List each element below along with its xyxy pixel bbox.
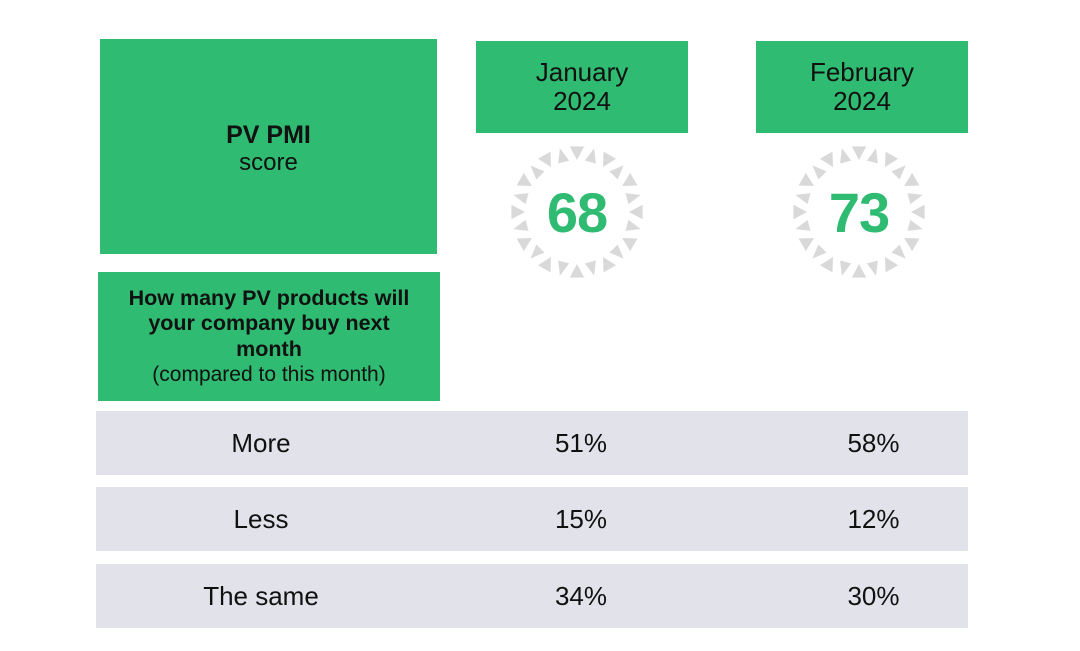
sunburst-ray [530, 244, 545, 259]
question-text: How many PV products will your company b… [128, 285, 410, 361]
row-label: Less [233, 503, 289, 534]
month-name: February [809, 57, 915, 87]
sunburst-ray [840, 260, 852, 276]
sunburst-ray [622, 172, 638, 186]
month-header-february: February 2024 [756, 41, 968, 133]
sunburst-ray [819, 151, 833, 167]
sunburst-ray [851, 146, 867, 160]
sunburst-ray [625, 219, 641, 231]
sunburst-ray [537, 257, 551, 273]
sunburst-ray [907, 193, 923, 205]
sunburst-ray [584, 260, 596, 276]
sunburst-ray [795, 219, 811, 231]
value-january: 34% [554, 580, 608, 611]
table-row-less: Less 15% 12% [96, 487, 968, 551]
sunburst-ray [569, 264, 585, 278]
question-header: How many PV products will your company b… [98, 272, 440, 401]
sunburst-ray [584, 148, 596, 164]
sunburst-ray [516, 172, 532, 186]
value-january: 51% [554, 427, 608, 458]
value-february: 30% [847, 580, 900, 611]
sunburst-ray [866, 260, 878, 276]
sunburst-ray [793, 204, 807, 220]
sunburst-ray [812, 244, 827, 259]
sunburst-ray [866, 148, 878, 164]
sunburst-ray [609, 165, 624, 180]
sunburst-ray [812, 165, 827, 180]
sunburst-icon [511, 146, 643, 278]
sunburst-ray [795, 193, 811, 205]
value-february: 12% [847, 503, 900, 534]
sunburst-ray [840, 148, 852, 164]
sunburst-ray [603, 257, 617, 273]
sunburst-ray [629, 204, 643, 220]
month-year: 2024 [833, 86, 891, 116]
row-label: More [231, 427, 291, 458]
sunburst-icon [793, 146, 925, 278]
sunburst-ray [904, 238, 920, 252]
pmi-title: PV PMI [226, 120, 311, 149]
sunburst-ray [513, 219, 529, 231]
sunburst-ray [885, 151, 899, 167]
sunburst-ray [603, 151, 617, 167]
sunburst-ray [911, 204, 925, 220]
question-note: (compared to this month) [152, 363, 386, 387]
pmi-score-value: 68 [546, 180, 608, 244]
sunburst-ray [798, 238, 814, 252]
pmi-score-badge-february: 73 [789, 142, 929, 282]
pmi-subtitle: score [239, 148, 298, 176]
table-row-the-same: The same 34% 30% [96, 564, 968, 628]
table-row-more: More 51% 58% [96, 411, 968, 475]
sunburst-ray [558, 148, 570, 164]
month-name: January [535, 57, 629, 87]
sunburst-ray [530, 165, 545, 180]
sunburst-ray [511, 204, 525, 220]
sunburst-ray [609, 244, 624, 259]
sunburst-ray [798, 172, 814, 186]
pmi-score-value: 73 [828, 180, 890, 244]
month-year: 2024 [553, 86, 611, 116]
sunburst-ray [622, 238, 638, 252]
sunburst-ray [513, 193, 529, 205]
sunburst-ray [891, 165, 906, 180]
sunburst-ray [537, 151, 551, 167]
sunburst-ray [516, 238, 532, 252]
sunburst-ray [569, 146, 585, 160]
month-header-january: January 2024 [476, 41, 688, 133]
pmi-score-header: PV PMI score [100, 39, 437, 254]
sunburst-ray [625, 193, 641, 205]
value-january: 15% [554, 503, 608, 534]
sunburst-ray [904, 172, 920, 186]
sunburst-ray [851, 264, 867, 278]
sunburst-ray [885, 257, 899, 273]
sunburst-ray [891, 244, 906, 259]
pmi-score-badge-january: 68 [507, 142, 647, 282]
value-february: 58% [847, 427, 900, 458]
sunburst-ray [819, 257, 833, 273]
sunburst-ray [907, 219, 923, 231]
sunburst-ray [558, 260, 570, 276]
row-label: The same [203, 580, 319, 611]
